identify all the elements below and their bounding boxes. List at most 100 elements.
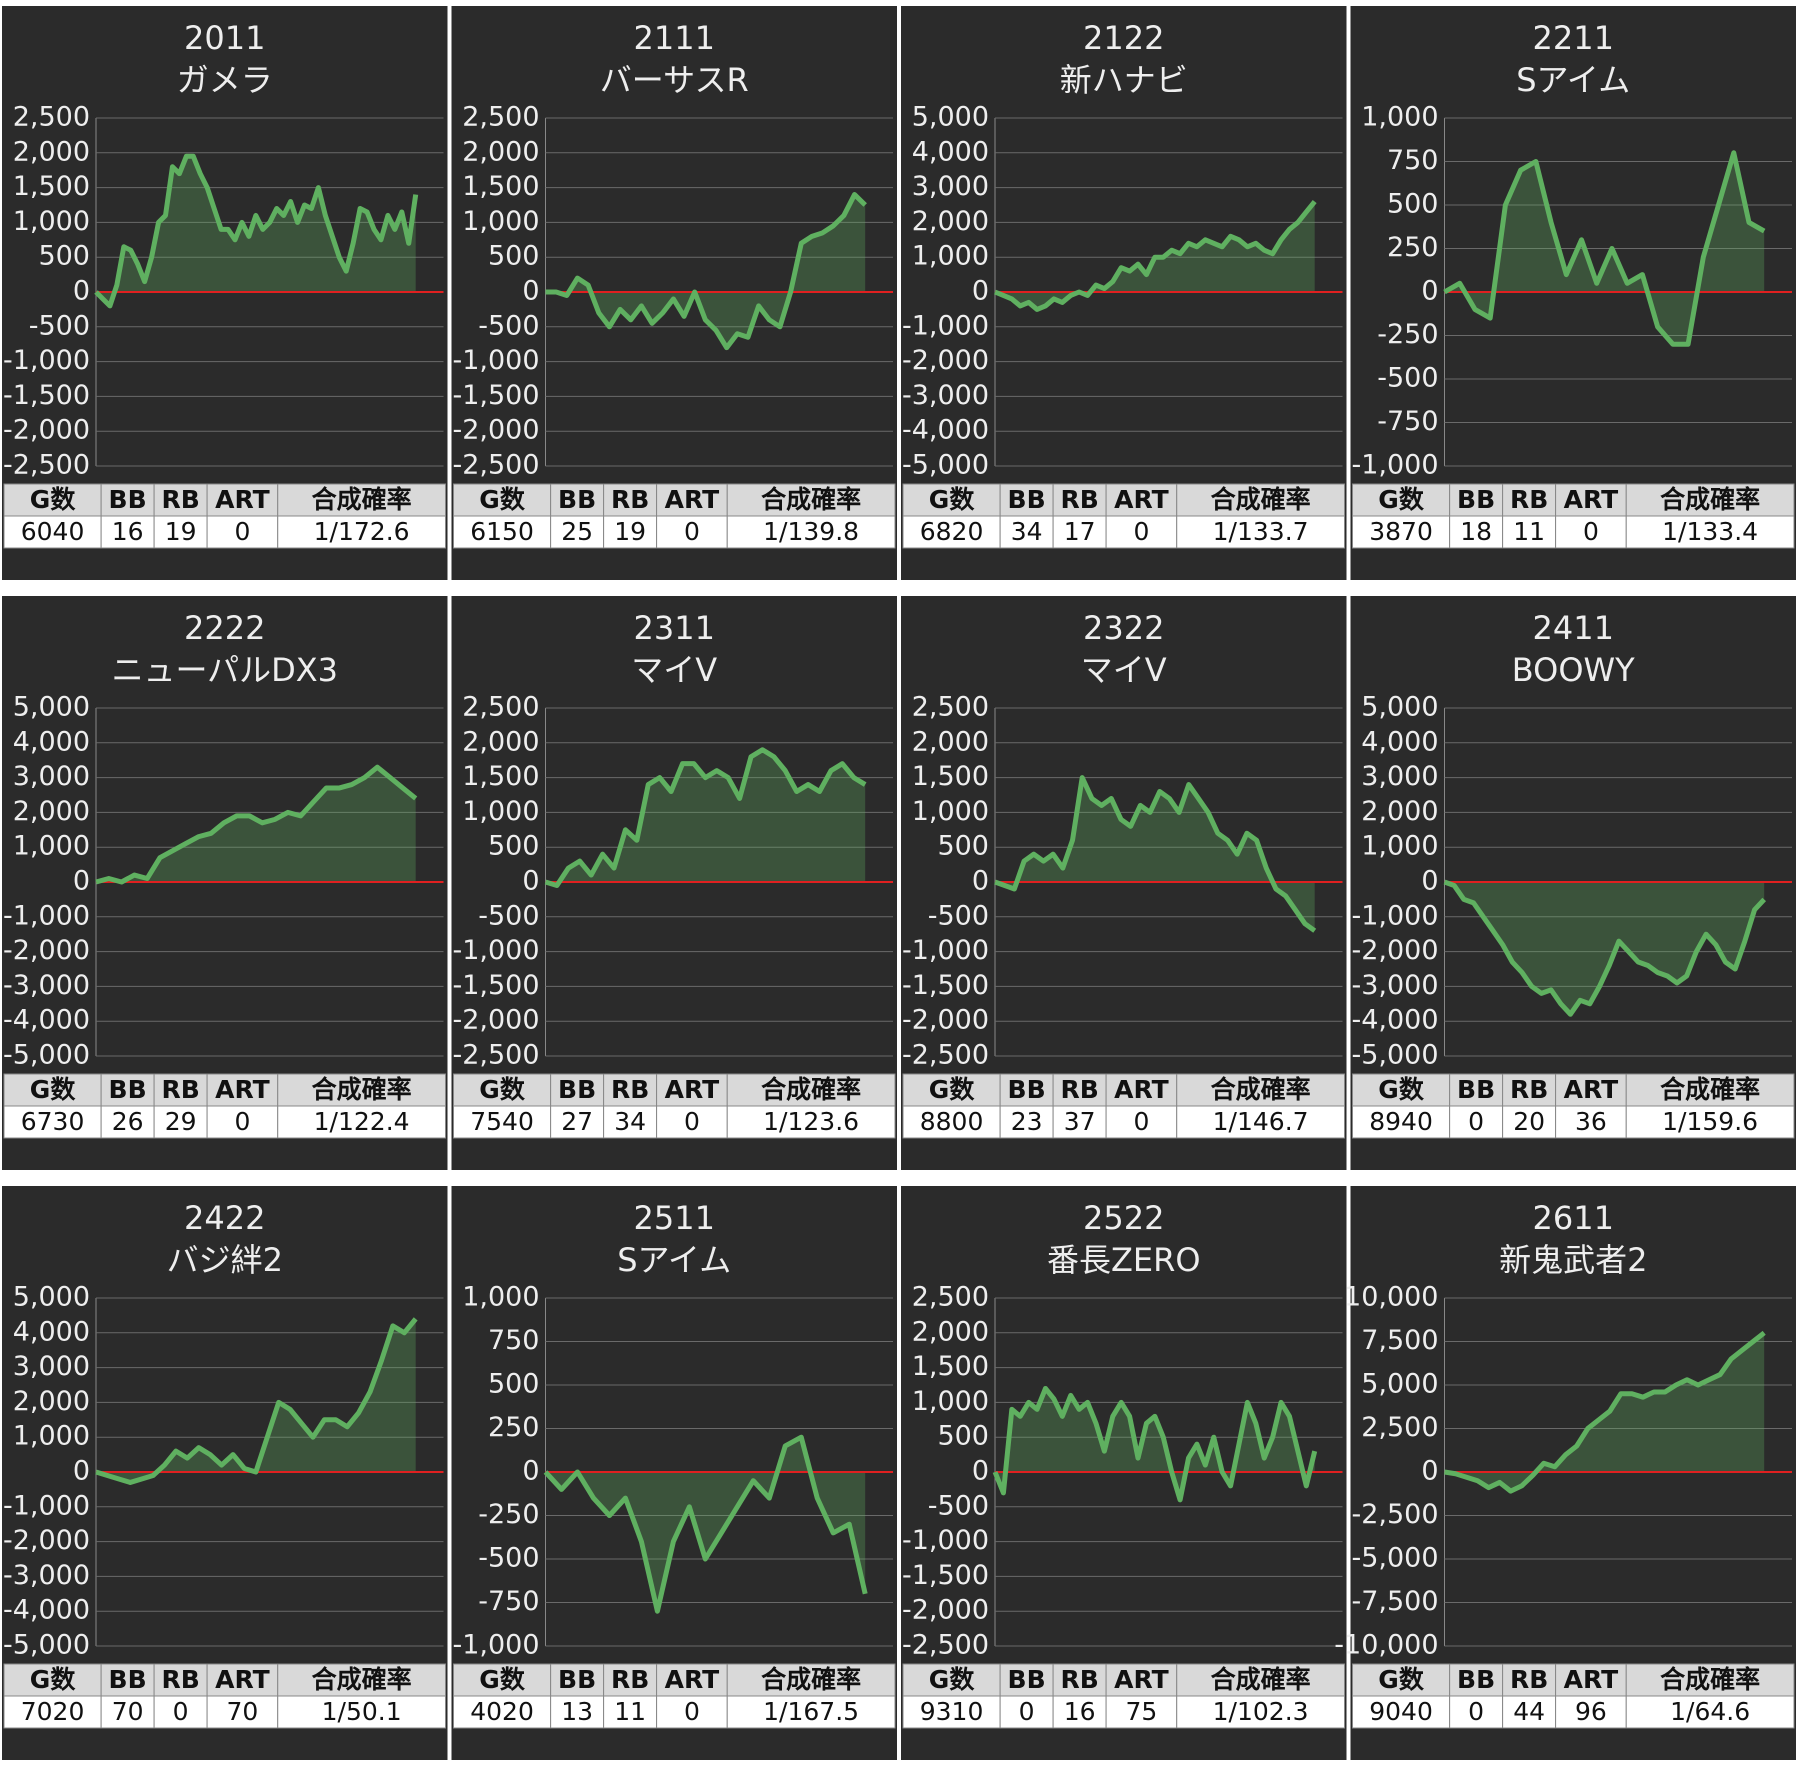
chart-title: 2211 [1533,19,1614,57]
table-cell [1625,1105,1795,1139]
table-cell [603,1695,658,1729]
table-header: RB [1510,1665,1548,1694]
y-tick-label: 500 [488,241,540,272]
table-value: 6820 [920,517,984,546]
table-value: 20 [1513,1107,1545,1136]
y-tick-label: -1,000 [902,310,989,341]
table-cell [550,1695,605,1729]
table-header: RB [161,1665,199,1694]
y-tick-label: 0 [972,276,989,307]
table-value: 16 [1064,1697,1096,1726]
y-tick-label: 250 [1387,232,1439,263]
table-header: 合成確率 [1211,485,1311,514]
y-tick-label: 5,000 [1361,692,1438,723]
y-tick-label: -1,500 [452,380,539,411]
table-cell [726,1105,896,1139]
y-tick-label: -1,000 [452,345,539,376]
table-value: 8800 [920,1107,984,1136]
y-tick-label: 1,000 [912,1386,989,1417]
table-header-cell [1352,1073,1451,1107]
table-header-cell [1625,483,1795,517]
y-tick-label: 1,500 [912,1351,989,1382]
table-cell [656,515,728,549]
chart-panel: 2522番長ZERO-2,500-2,000-1,500-1,000-50005… [901,1186,1347,1760]
table-header: ART [215,1665,270,1694]
area [995,201,1315,310]
y-tick-label: -2,500 [902,1630,989,1661]
table-value: 7540 [470,1107,534,1136]
table-cell [550,1105,605,1139]
table-header-cell [1352,483,1451,517]
y-tick-label: 10,000 [1344,1282,1438,1313]
table-cell [902,1105,1001,1139]
table-header: RB [161,485,199,514]
table-cell [656,1695,728,1729]
table-value: 36 [1575,1107,1607,1136]
chart-panel: 2322マイV-2,500-2,000-1,500-1,000-50005001… [901,596,1347,1170]
chart-subtitle: Sアイム [1516,61,1630,99]
line [95,764,418,885]
line [544,747,867,888]
area [96,156,416,306]
table-cell [1502,515,1557,549]
y-tick-label: 1,000 [462,1282,539,1313]
y-tick-label: 0 [73,1456,90,1487]
y-tick-label: -2,000 [3,1525,90,1556]
y-tick-label: -2,000 [452,415,539,446]
table-header-cell [453,483,552,517]
table-cell [277,515,447,549]
table-cell [453,1105,552,1139]
table-value: 75 [1126,1697,1158,1726]
y-tick-label: -750 [478,1586,539,1617]
table-cell [206,1695,279,1729]
y-tick-label: 500 [1387,189,1439,220]
table-value: 34 [614,1107,646,1136]
table-header-cell [3,1663,102,1697]
table-header: G数 [479,1665,526,1694]
y-tick-label: 5,000 [912,102,989,133]
y-tick-label: 750 [488,1325,540,1356]
table-header: BB [1008,1075,1046,1104]
table-value: 23 [1011,1107,1043,1136]
table-header: RB [1060,1075,1098,1104]
table-value: 1/123.6 [763,1107,859,1136]
table-header: ART [1564,1665,1619,1694]
table-header: RB [611,1665,649,1694]
table-header: ART [1114,485,1169,514]
y-tick-label: 1,000 [13,831,90,862]
table-header: 合成確率 [312,1075,412,1104]
table-value: 0 [684,1697,700,1726]
y-tick-label: -2,500 [452,1040,539,1071]
table-value: 26 [112,1107,144,1136]
table-value: 9040 [1369,1697,1433,1726]
table-header: ART [215,1075,270,1104]
table-header: G数 [30,1665,77,1694]
table-value: 1/64.6 [1670,1697,1750,1726]
y-tick-label: 2,000 [462,136,539,167]
y-tick-label: -3,000 [3,970,90,1001]
y-tick-label: -2,500 [452,450,539,481]
y-tick-label: -1,500 [452,970,539,1001]
table-header: G数 [479,1075,526,1104]
table-header-cell [1502,1663,1557,1697]
table-value: 0 [173,1697,189,1726]
chart-panel: 2422バジ絆2-5,000-4,000-3,000-2,000-1,00001… [2,1186,448,1760]
table-cell [603,1105,658,1139]
y-tick-label: -4,000 [3,1005,90,1036]
table-value: 1/133.7 [1213,517,1309,546]
y-tick-label: 500 [488,831,540,862]
y-tick-label: 4,000 [912,136,989,167]
chart-panel: 2122新ハナビ-5,000-4,000-3,000-2,000-1,00001… [901,6,1347,580]
table-header: G数 [929,1075,976,1104]
table-header: ART [1114,1075,1169,1104]
y-tick-label: 3,000 [912,171,989,202]
table-cell [902,515,1001,549]
y-tick-label: -500 [478,1543,539,1574]
y-tick-label: -5,000 [3,1040,90,1071]
y-tick-label: 1,500 [13,171,90,202]
table-value: 11 [1513,517,1545,546]
table-header: G数 [929,1665,976,1694]
y-tick-label: 2,500 [462,692,539,723]
table-cell [902,1695,1001,1729]
